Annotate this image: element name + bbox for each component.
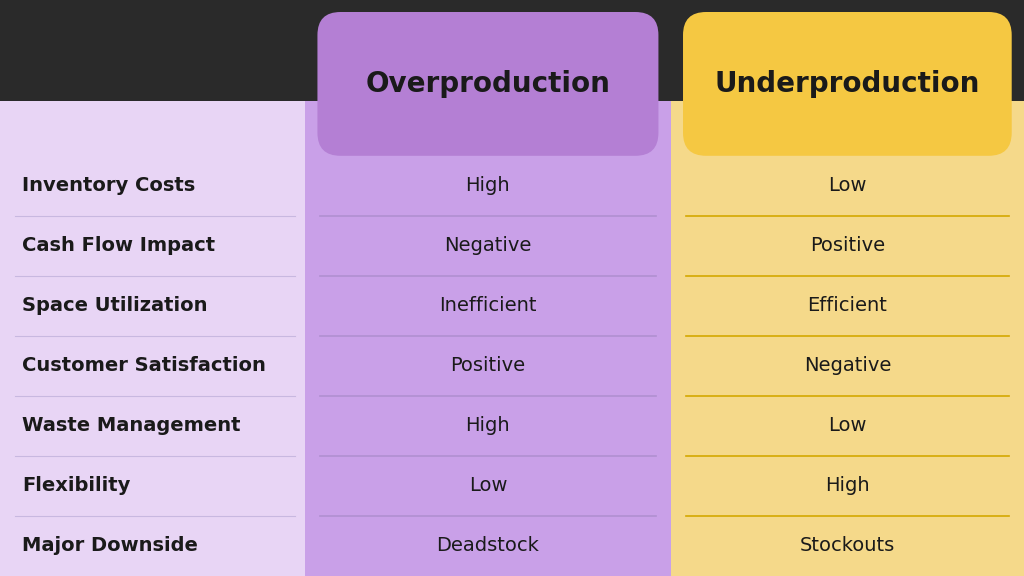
- FancyBboxPatch shape: [671, 101, 1024, 576]
- Text: Efficient: Efficient: [807, 297, 888, 316]
- Text: High: High: [825, 476, 869, 495]
- Text: Inventory Costs: Inventory Costs: [22, 176, 196, 195]
- Text: Flexibility: Flexibility: [22, 476, 130, 495]
- FancyBboxPatch shape: [305, 101, 671, 576]
- Text: Low: Low: [469, 476, 507, 495]
- Text: High: High: [466, 416, 510, 435]
- Text: Customer Satisfaction: Customer Satisfaction: [22, 357, 266, 376]
- Text: Underproduction: Underproduction: [715, 70, 980, 98]
- Text: Major Downside: Major Downside: [22, 536, 198, 555]
- Text: Cash Flow Impact: Cash Flow Impact: [22, 236, 215, 255]
- Text: Inefficient: Inefficient: [439, 297, 537, 316]
- Text: High: High: [466, 176, 510, 195]
- Text: Overproduction: Overproduction: [366, 70, 610, 98]
- Text: Low: Low: [828, 416, 866, 435]
- Text: Space Utilization: Space Utilization: [22, 297, 208, 316]
- Text: Low: Low: [828, 176, 866, 195]
- FancyBboxPatch shape: [683, 12, 1012, 156]
- Text: Positive: Positive: [810, 236, 885, 255]
- Text: Positive: Positive: [451, 357, 525, 376]
- Text: Negative: Negative: [804, 357, 891, 376]
- Text: Deadstock: Deadstock: [436, 536, 540, 555]
- Text: Stockouts: Stockouts: [800, 536, 895, 555]
- Text: Negative: Negative: [444, 236, 531, 255]
- FancyBboxPatch shape: [317, 12, 658, 156]
- FancyBboxPatch shape: [0, 101, 1024, 576]
- Text: Waste Management: Waste Management: [22, 416, 241, 435]
